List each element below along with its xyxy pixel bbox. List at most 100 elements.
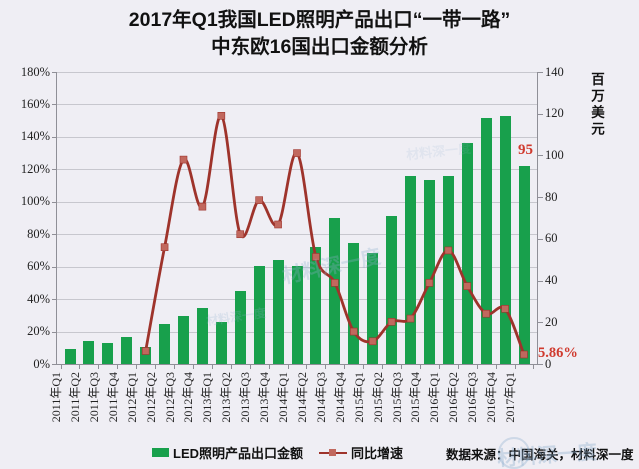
gridline bbox=[57, 169, 537, 171]
x-tickmark bbox=[476, 364, 478, 369]
x-tick-2013年Q3: 2013年Q3 bbox=[238, 372, 253, 423]
x-tickmark bbox=[155, 364, 157, 369]
left-tickmark bbox=[52, 201, 57, 203]
right-axis-title: 百万美元 bbox=[589, 72, 604, 138]
x-tickmark bbox=[382, 364, 384, 369]
growth-marker-2017年Q1 bbox=[520, 350, 528, 359]
x-tickmark bbox=[268, 364, 270, 369]
right-tick-40: 40 bbox=[545, 273, 558, 288]
growth-marker-2014年Q2 bbox=[312, 253, 320, 261]
legend-bar-label: LED照明产品出口金额 bbox=[173, 446, 304, 461]
x-tickmark bbox=[438, 364, 440, 369]
x-tick-2011年Q1: 2011年Q1 bbox=[49, 372, 63, 423]
bar-2013年Q3 bbox=[253, 265, 265, 364]
growth-line-layer bbox=[141, 111, 528, 359]
bar-2012年Q1 bbox=[140, 347, 152, 364]
x-tickmark bbox=[325, 364, 327, 369]
x-tick-2015年Q1: 2015年Q1 bbox=[351, 372, 366, 423]
x-tick-2011年Q4: 2011年Q4 bbox=[105, 372, 120, 423]
x-tickmark bbox=[344, 364, 346, 369]
left-tick-0%: 0% bbox=[33, 356, 50, 371]
growth-marker-2016年Q1 bbox=[444, 246, 453, 255]
right-tickmark bbox=[538, 72, 543, 73]
bar-2011年Q3 bbox=[102, 343, 114, 364]
right-tick-0: 0 bbox=[545, 356, 552, 371]
x-tick-2015年Q2: 2015年Q2 bbox=[370, 372, 385, 423]
bar-2016年Q1 bbox=[442, 176, 454, 364]
x-tickmark bbox=[287, 364, 289, 369]
annotation-95: 95 bbox=[518, 141, 533, 158]
bar-2014年Q3 bbox=[329, 218, 341, 364]
right-tickmark bbox=[538, 322, 543, 324]
left-tickmark bbox=[52, 136, 57, 138]
x-tickmark bbox=[230, 364, 232, 369]
bar-2016年Q4 bbox=[499, 115, 511, 364]
data-source-text: 数据来源：中国海关，材料深一度 bbox=[446, 448, 634, 462]
left-tick-180%: 180% bbox=[20, 64, 50, 79]
x-tickmark bbox=[495, 364, 497, 369]
left-axis-line bbox=[56, 72, 57, 365]
x-tick-2017年Q1: 2017年Q1 bbox=[503, 372, 517, 423]
bar-2013年Q2 bbox=[234, 291, 246, 364]
bar-2017年Q1 bbox=[518, 165, 530, 364]
bar-2015年Q4 bbox=[423, 180, 435, 364]
bar-2012年Q2 bbox=[159, 324, 171, 364]
left-tick-120%: 120% bbox=[20, 161, 50, 176]
legend-bar-swatch-icon bbox=[152, 448, 169, 457]
x-tickmark bbox=[117, 364, 119, 369]
x-tick-2012年Q4: 2012年Q4 bbox=[181, 372, 196, 423]
left-tick-100%: 100% bbox=[20, 194, 50, 209]
x-tick-2015年Q4: 2015年Q4 bbox=[408, 372, 423, 423]
x-tickmark bbox=[174, 364, 176, 369]
x-tick-2011年Q2: 2011年Q2 bbox=[67, 372, 82, 423]
x-tick-2016年Q3: 2016年Q3 bbox=[465, 372, 480, 423]
legend-line-marker-square bbox=[329, 449, 337, 456]
x-tickmark bbox=[60, 364, 62, 369]
chart-title: 2017年Q1我国LED照明产品出口“一带一路” 中东欧16国出口金额分析 bbox=[0, 7, 639, 61]
bar-2012年Q4 bbox=[196, 307, 208, 364]
x-tickmark bbox=[192, 364, 194, 369]
legend: LED照明产品出口金额 同比增速 bbox=[152, 443, 403, 462]
growth-marker-2015年Q3 bbox=[406, 314, 415, 323]
left-tick-80%: 80% bbox=[27, 226, 50, 241]
x-tickmark bbox=[533, 364, 535, 369]
growth-marker-2012年Q4 bbox=[198, 202, 207, 211]
growth-marker-2013年Q1 bbox=[217, 111, 226, 120]
left-tickmark bbox=[52, 299, 57, 301]
bar-2013年Q1 bbox=[215, 322, 227, 364]
legend-line-marker-icon bbox=[319, 448, 348, 457]
x-tickmark bbox=[98, 364, 100, 369]
chart-title-line2: 中东欧16国出口金额分析 bbox=[211, 36, 428, 58]
left-tickmark bbox=[52, 266, 57, 268]
growth-line bbox=[144, 114, 526, 356]
x-tick-2014年Q2: 2014年Q2 bbox=[294, 372, 309, 423]
bar-2015年Q1 bbox=[367, 253, 379, 364]
legend-item-line: 同比增速 bbox=[319, 443, 403, 462]
growth-marker-2016年Q4 bbox=[501, 305, 509, 313]
right-tick-140: 140 bbox=[545, 64, 564, 79]
left-tickmark bbox=[52, 72, 57, 73]
bar-2014年Q2 bbox=[310, 247, 322, 364]
x-tick-2015年Q3: 2015年Q3 bbox=[389, 372, 404, 423]
x-tick-2012年Q1: 2012年Q1 bbox=[124, 372, 139, 423]
gridline bbox=[57, 234, 537, 236]
right-tickmark bbox=[538, 364, 543, 365]
x-tick-2014年Q4: 2014年Q4 bbox=[332, 372, 347, 423]
x-tick-2013年Q1: 2013年Q1 bbox=[200, 372, 215, 423]
x-tick-2016年Q1: 2016年Q1 bbox=[427, 372, 442, 423]
gridline bbox=[57, 136, 537, 138]
legend-line-label: 同比增速 bbox=[351, 446, 404, 461]
growth-marker-2015年Q1 bbox=[368, 337, 377, 346]
growth-marker-2015年Q2 bbox=[387, 318, 396, 326]
x-tickmark bbox=[136, 364, 138, 369]
right-tick-100: 100 bbox=[545, 147, 564, 162]
right-tick-20: 20 bbox=[545, 314, 558, 329]
left-tick-60%: 60% bbox=[27, 259, 50, 274]
x-tickmark bbox=[457, 364, 459, 369]
gridline bbox=[57, 104, 537, 106]
bar-2012年Q3 bbox=[178, 316, 189, 364]
bar-2016年Q2 bbox=[461, 142, 473, 364]
x-tick-2014年Q3: 2014年Q3 bbox=[313, 372, 328, 423]
growth-marker-2016年Q2 bbox=[463, 282, 472, 290]
gridline bbox=[57, 201, 537, 203]
